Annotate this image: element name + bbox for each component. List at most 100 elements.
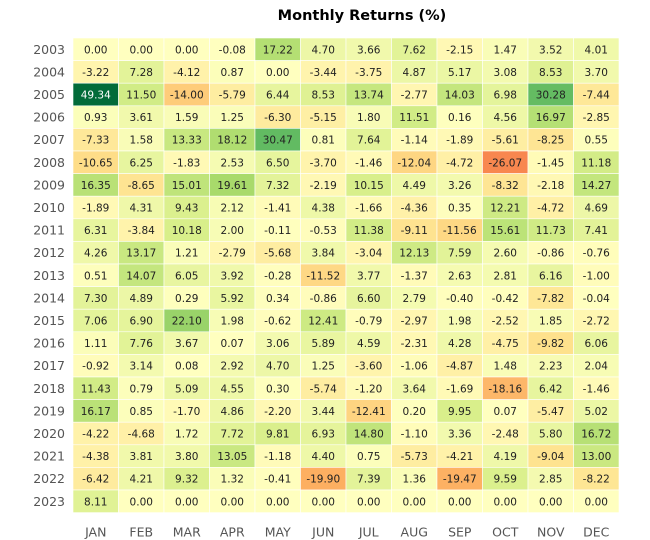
cell-value-label: 9.32 (175, 474, 198, 486)
cell-value-label: 8.11 (84, 496, 107, 508)
year-tick-label: 2023 (33, 494, 65, 509)
cell-value-label: 3.64 (403, 383, 427, 395)
year-tick-label: 2007 (33, 132, 65, 147)
cell-value-label: 0.00 (175, 44, 198, 56)
cell-value-label: -2.77 (401, 90, 428, 102)
heatmap-cell (573, 489, 620, 513)
cell-value-label: -0.79 (355, 316, 382, 328)
cell-value-label: -1.46 (583, 383, 610, 395)
cell-value-label: -5.61 (492, 135, 519, 147)
cell-value-label: -1.06 (401, 361, 428, 373)
cell-value-label: 4.86 (221, 406, 245, 418)
cell-value-label: -7.33 (82, 135, 109, 147)
cell-value-label: -6.42 (82, 474, 109, 486)
cell-value-label: 11.73 (536, 225, 566, 237)
cell-value-label: 5.89 (312, 338, 335, 350)
cell-value-label: -0.86 (537, 248, 564, 260)
year-axis-labels: 2003 2004 2005 2006 2007 2008 2009 2010 2011 2012… (33, 42, 65, 509)
cell-value-label: 0.00 (130, 496, 153, 508)
year-tick-label: 2018 (33, 381, 65, 396)
cell-value-label: 0.85 (130, 406, 153, 418)
cell-value-label: 0.93 (84, 112, 107, 124)
cell-value-label: -0.04 (583, 293, 610, 305)
cell-value-label: -1.83 (173, 157, 200, 169)
cell-value-label: 4.55 (221, 383, 244, 395)
cell-value-label: -1.46 (355, 157, 382, 169)
cell-value-label: 9.43 (175, 203, 198, 215)
month-tick-label: JAN (84, 525, 106, 540)
cell-value-label: 0.16 (448, 112, 472, 124)
cell-value-label: -4.68 (128, 429, 155, 441)
cell-value-label: -0.41 (264, 474, 291, 486)
cell-value-label: -0.28 (264, 270, 291, 282)
cell-value-label: -2.79 (219, 248, 246, 260)
cell-value-label: 6.05 (175, 270, 198, 282)
cell-value-label: -2.15 (446, 44, 473, 56)
year-tick-label: 2010 (33, 200, 65, 215)
cell-value-label: 5.92 (221, 293, 244, 305)
cell-value-label: 13.00 (581, 451, 611, 463)
cell-value-label: 0.29 (175, 293, 198, 305)
cell-value-label: -2.85 (583, 112, 610, 124)
cell-value-label: 17.22 (263, 44, 293, 56)
cell-value-label: 7.64 (357, 135, 381, 147)
cell-value-label: 11.18 (581, 157, 611, 169)
year-tick-label: 2021 (33, 449, 65, 464)
cell-value-label: -3.04 (355, 248, 382, 260)
cell-value-label: 2.60 (494, 248, 517, 260)
cell-value-label: -0.08 (219, 44, 246, 56)
cell-value-label: 13.05 (217, 451, 247, 463)
cell-value-label: 3.26 (448, 180, 472, 192)
year-tick-label: 2005 (33, 87, 65, 102)
cell-value-label: -9.82 (537, 338, 564, 350)
cell-value-label: 11.51 (399, 112, 429, 124)
cell-value-label: 1.58 (130, 135, 153, 147)
cell-value-label: -5.74 (310, 383, 337, 395)
cell-value-label: 4.26 (84, 248, 108, 260)
cell-value-label: 10.15 (354, 180, 384, 192)
cell-value-label: 7.30 (84, 293, 107, 305)
cell-value-label: 0.08 (175, 361, 198, 373)
cell-value-label: 0.00 (266, 496, 289, 508)
cell-value-label: -4.22 (82, 429, 109, 441)
cell-value-label: 1.32 (221, 474, 244, 486)
cell-value-label: 3.70 (585, 67, 608, 79)
cell-value-label: 6.42 (539, 383, 562, 395)
cell-value-label: 6.06 (585, 338, 609, 350)
cell-value-label: 0.35 (448, 203, 471, 215)
cell-value-label: 6.31 (84, 225, 107, 237)
cell-value-label: 0.00 (357, 496, 380, 508)
cell-value-label: -2.20 (264, 406, 291, 418)
cell-value-label: 10.18 (172, 225, 202, 237)
cell-value-label: 7.62 (403, 44, 426, 56)
cell-value-label: -4.36 (401, 203, 428, 215)
cell-value-label: 4.21 (130, 474, 153, 486)
cell-value-label: 2.23 (539, 361, 562, 373)
cell-value-label: -3.60 (355, 361, 382, 373)
cell-value-label: 2.85 (539, 474, 562, 486)
cell-value-label: 1.98 (221, 316, 244, 328)
cell-value-label: 5.09 (175, 383, 198, 395)
cell-value-label: -1.10 (401, 429, 428, 441)
cell-value-label: 4.38 (312, 203, 335, 215)
cell-value-label: 4.89 (130, 293, 153, 305)
cell-value-label: 7.39 (357, 474, 380, 486)
cell-value-label: -2.52 (492, 316, 519, 328)
month-tick-label: DEC (583, 525, 610, 540)
cell-value-label: -2.97 (401, 316, 428, 328)
cell-value-label: 1.25 (221, 112, 244, 124)
cell-value-label: 2.12 (221, 203, 244, 215)
cell-value-label: -1.14 (401, 135, 428, 147)
cell-value-label: -11.56 (443, 225, 477, 237)
cell-value-label: 3.36 (448, 429, 472, 441)
cell-value-label: 30.28 (536, 90, 566, 102)
cell-value-label: -7.44 (583, 90, 610, 102)
cell-value-label: 2.63 (448, 270, 471, 282)
cell-value-label: -0.53 (310, 225, 337, 237)
cell-value-label: 18.12 (217, 135, 247, 147)
cell-value-label: -0.62 (264, 316, 291, 328)
cell-value-label: 1.72 (175, 429, 198, 441)
cell-value-label: -2.18 (537, 180, 564, 192)
cell-value-label: -12.41 (352, 406, 386, 418)
year-tick-label: 2004 (33, 64, 65, 79)
